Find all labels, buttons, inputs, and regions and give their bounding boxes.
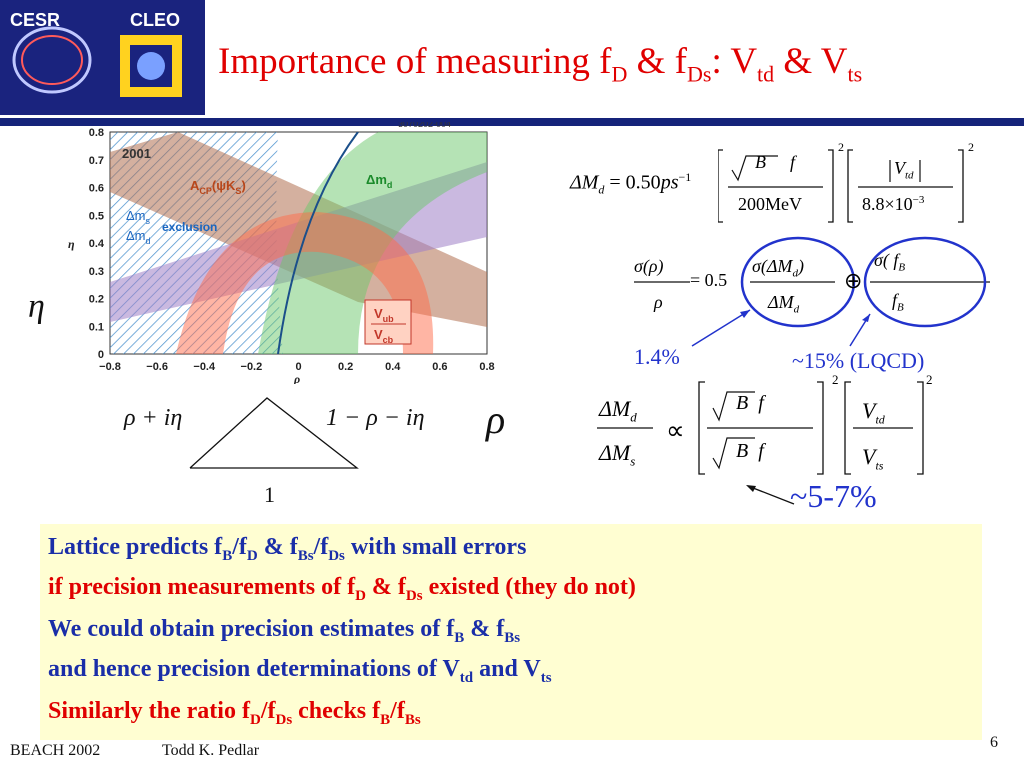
plot-ylabel: η: [68, 237, 75, 251]
title-sub: td: [757, 61, 775, 87]
eq3-den: B f: [736, 440, 764, 462]
logo-cleo-text: CLEO: [130, 10, 180, 30]
footer-conference: BEACH 2002: [10, 742, 101, 759]
footer-author: Todd K. Pedlar: [162, 742, 260, 759]
page-number: 6: [990, 734, 998, 751]
dms-label: Δms: [126, 208, 151, 226]
summary-notes-box: Lattice predicts fB/fD & fBs/fDs with sm…: [40, 524, 982, 740]
rho-symbol: ρ: [486, 397, 506, 442]
vcb-label: Vcb: [374, 327, 394, 345]
eq3-graphics: [597, 381, 924, 475]
title-sub: D: [611, 61, 628, 87]
slide-title: Importance of measuring fD & fDs: Vtd & …: [218, 40, 1018, 87]
eq1-num-b: B: [755, 152, 766, 172]
y-tick-label: 0.7: [89, 155, 104, 167]
ratio-arrow: [746, 485, 795, 505]
dmd-ratio-label: Δmd: [126, 228, 151, 246]
annotation-rho-precision: 1.4%: [634, 344, 680, 369]
title-part: : V: [711, 41, 758, 82]
exclusion-label: exclusion: [162, 220, 217, 234]
x-tick-label: 0.8: [479, 361, 494, 373]
eq3-square-2: 2: [926, 372, 933, 387]
note-line-4: and hence precision determinations of Vt…: [48, 656, 552, 686]
triangle-base-label: 1: [264, 482, 275, 507]
logo-graphic: CESR CLEO: [10, 10, 182, 97]
eq2-rho: ρ: [654, 292, 663, 312]
eq1-num-f: f: [790, 152, 796, 172]
y-tick-label: 0.1: [89, 321, 104, 333]
y-tick-labels: 0 0.1 0.2 0.3 0.4 0.5 0.6 0.7 0.8: [89, 127, 105, 361]
annotation-lqcd-precision: ~15% (LQCD): [792, 348, 925, 373]
eq2-graphics: [634, 236, 990, 328]
eq3-vts: Vts: [862, 444, 884, 473]
eq1-vtd: Vtd: [894, 158, 914, 182]
eq3-dms: ΔMs: [599, 440, 636, 469]
x-tick-label: 0: [295, 361, 301, 373]
eq2-coeff: = 0.5: [690, 270, 728, 290]
title-part: Importance of measuring f: [218, 41, 612, 82]
x-tick-label: −0.6: [146, 361, 168, 373]
x-tick-label: −0.4: [193, 361, 216, 373]
title-rule: [0, 118, 1024, 126]
eq2-oplus: ⊕: [844, 268, 863, 293]
y-tick-label: 0.6: [89, 183, 104, 195]
vub-label: Vub: [374, 306, 394, 324]
note-line-3: We could obtain precision estimates of f…: [48, 616, 521, 646]
x-tick-label: 0.4: [385, 361, 401, 373]
triangle-right-label: 1 − ρ − iη: [326, 405, 425, 431]
dmd-label: Δmd: [366, 172, 392, 190]
equation-dmd: ΔMd = 0.50ps−1: [570, 170, 692, 197]
title-part: & V: [774, 41, 848, 82]
annotation-arrows: [691, 309, 871, 347]
eq2-sigma-f: σ( fB: [874, 250, 906, 274]
x-tick-label: 0.6: [432, 361, 447, 373]
eq3-num: B f: [736, 392, 764, 414]
plot-year-label: 2001: [122, 146, 151, 161]
note-line-5: Similarly the ratio fD/fDs checks fB/fBs: [48, 698, 421, 728]
eq2-sigma-rho: σ(ρ): [634, 256, 664, 276]
plot-xlabel: ρ: [293, 372, 300, 384]
y-tick-label: 0.4: [89, 238, 105, 250]
x-tick-label: 0.2: [338, 361, 353, 373]
plot-code-label: 3070202-004: [398, 122, 451, 129]
note-line-1: Lattice predicts fB/fD & fBs/fDs with sm…: [48, 534, 527, 564]
eta-symbol: η: [28, 288, 45, 325]
eq1-square: 2: [838, 140, 844, 154]
eq1-brackets: [718, 149, 964, 223]
logo-cesr-text: CESR: [10, 10, 60, 30]
eq1-den-88: 8.8×10−3: [862, 194, 925, 214]
ckm-plot-svg: 2001 3070202-004 ACP(ψKS) Δms exclusion …: [68, 119, 495, 386]
ckm-constraint-plot: 2001 3070202-004 ACP(ψKS) Δms exclusion …: [58, 119, 498, 389]
x-tick-label: −0.8: [99, 361, 121, 373]
y-tick-label: 0.5: [89, 210, 104, 222]
x-tick-label: −0.2: [241, 361, 263, 373]
triangle-left-label: ρ + iη: [124, 405, 183, 431]
eq2-sigma-dm: σ(ΔMd): [752, 256, 804, 280]
y-tick-label: 0: [98, 349, 104, 361]
acp-label: ACP(ψKS): [190, 178, 246, 196]
note-line-2: if precision measurements of fD & fDs ex…: [48, 574, 636, 604]
x-tick-labels: −0.8 −0.6 −0.4 −0.2 0 0.2 0.4 0.6 0.8: [99, 361, 495, 373]
title-part: & f: [627, 41, 687, 82]
cesr-cleo-logo: CESR CLEO: [0, 0, 205, 115]
eq3-square: 2: [832, 372, 839, 387]
unitarity-triangle: [189, 397, 359, 469]
eq3-vtd: Vtd: [862, 398, 885, 427]
y-tick-label: 0.2: [89, 294, 104, 306]
title-sub: ts: [847, 61, 863, 87]
eq2-dm: ΔMd: [768, 292, 800, 316]
eq2-f: fB: [892, 290, 904, 314]
eq1-den-200: 200MeV: [738, 194, 802, 214]
eq1-square-2: 2: [968, 140, 974, 154]
title-sub: Ds: [687, 61, 712, 87]
y-tick-label: 0.3: [89, 266, 104, 278]
eq3-dmd: ΔMd: [599, 396, 637, 425]
eq3-propto: ∝: [666, 416, 685, 445]
annotation-ratio-precision: ~5-7%: [790, 478, 877, 514]
y-tick-label: 0.8: [89, 127, 104, 139]
